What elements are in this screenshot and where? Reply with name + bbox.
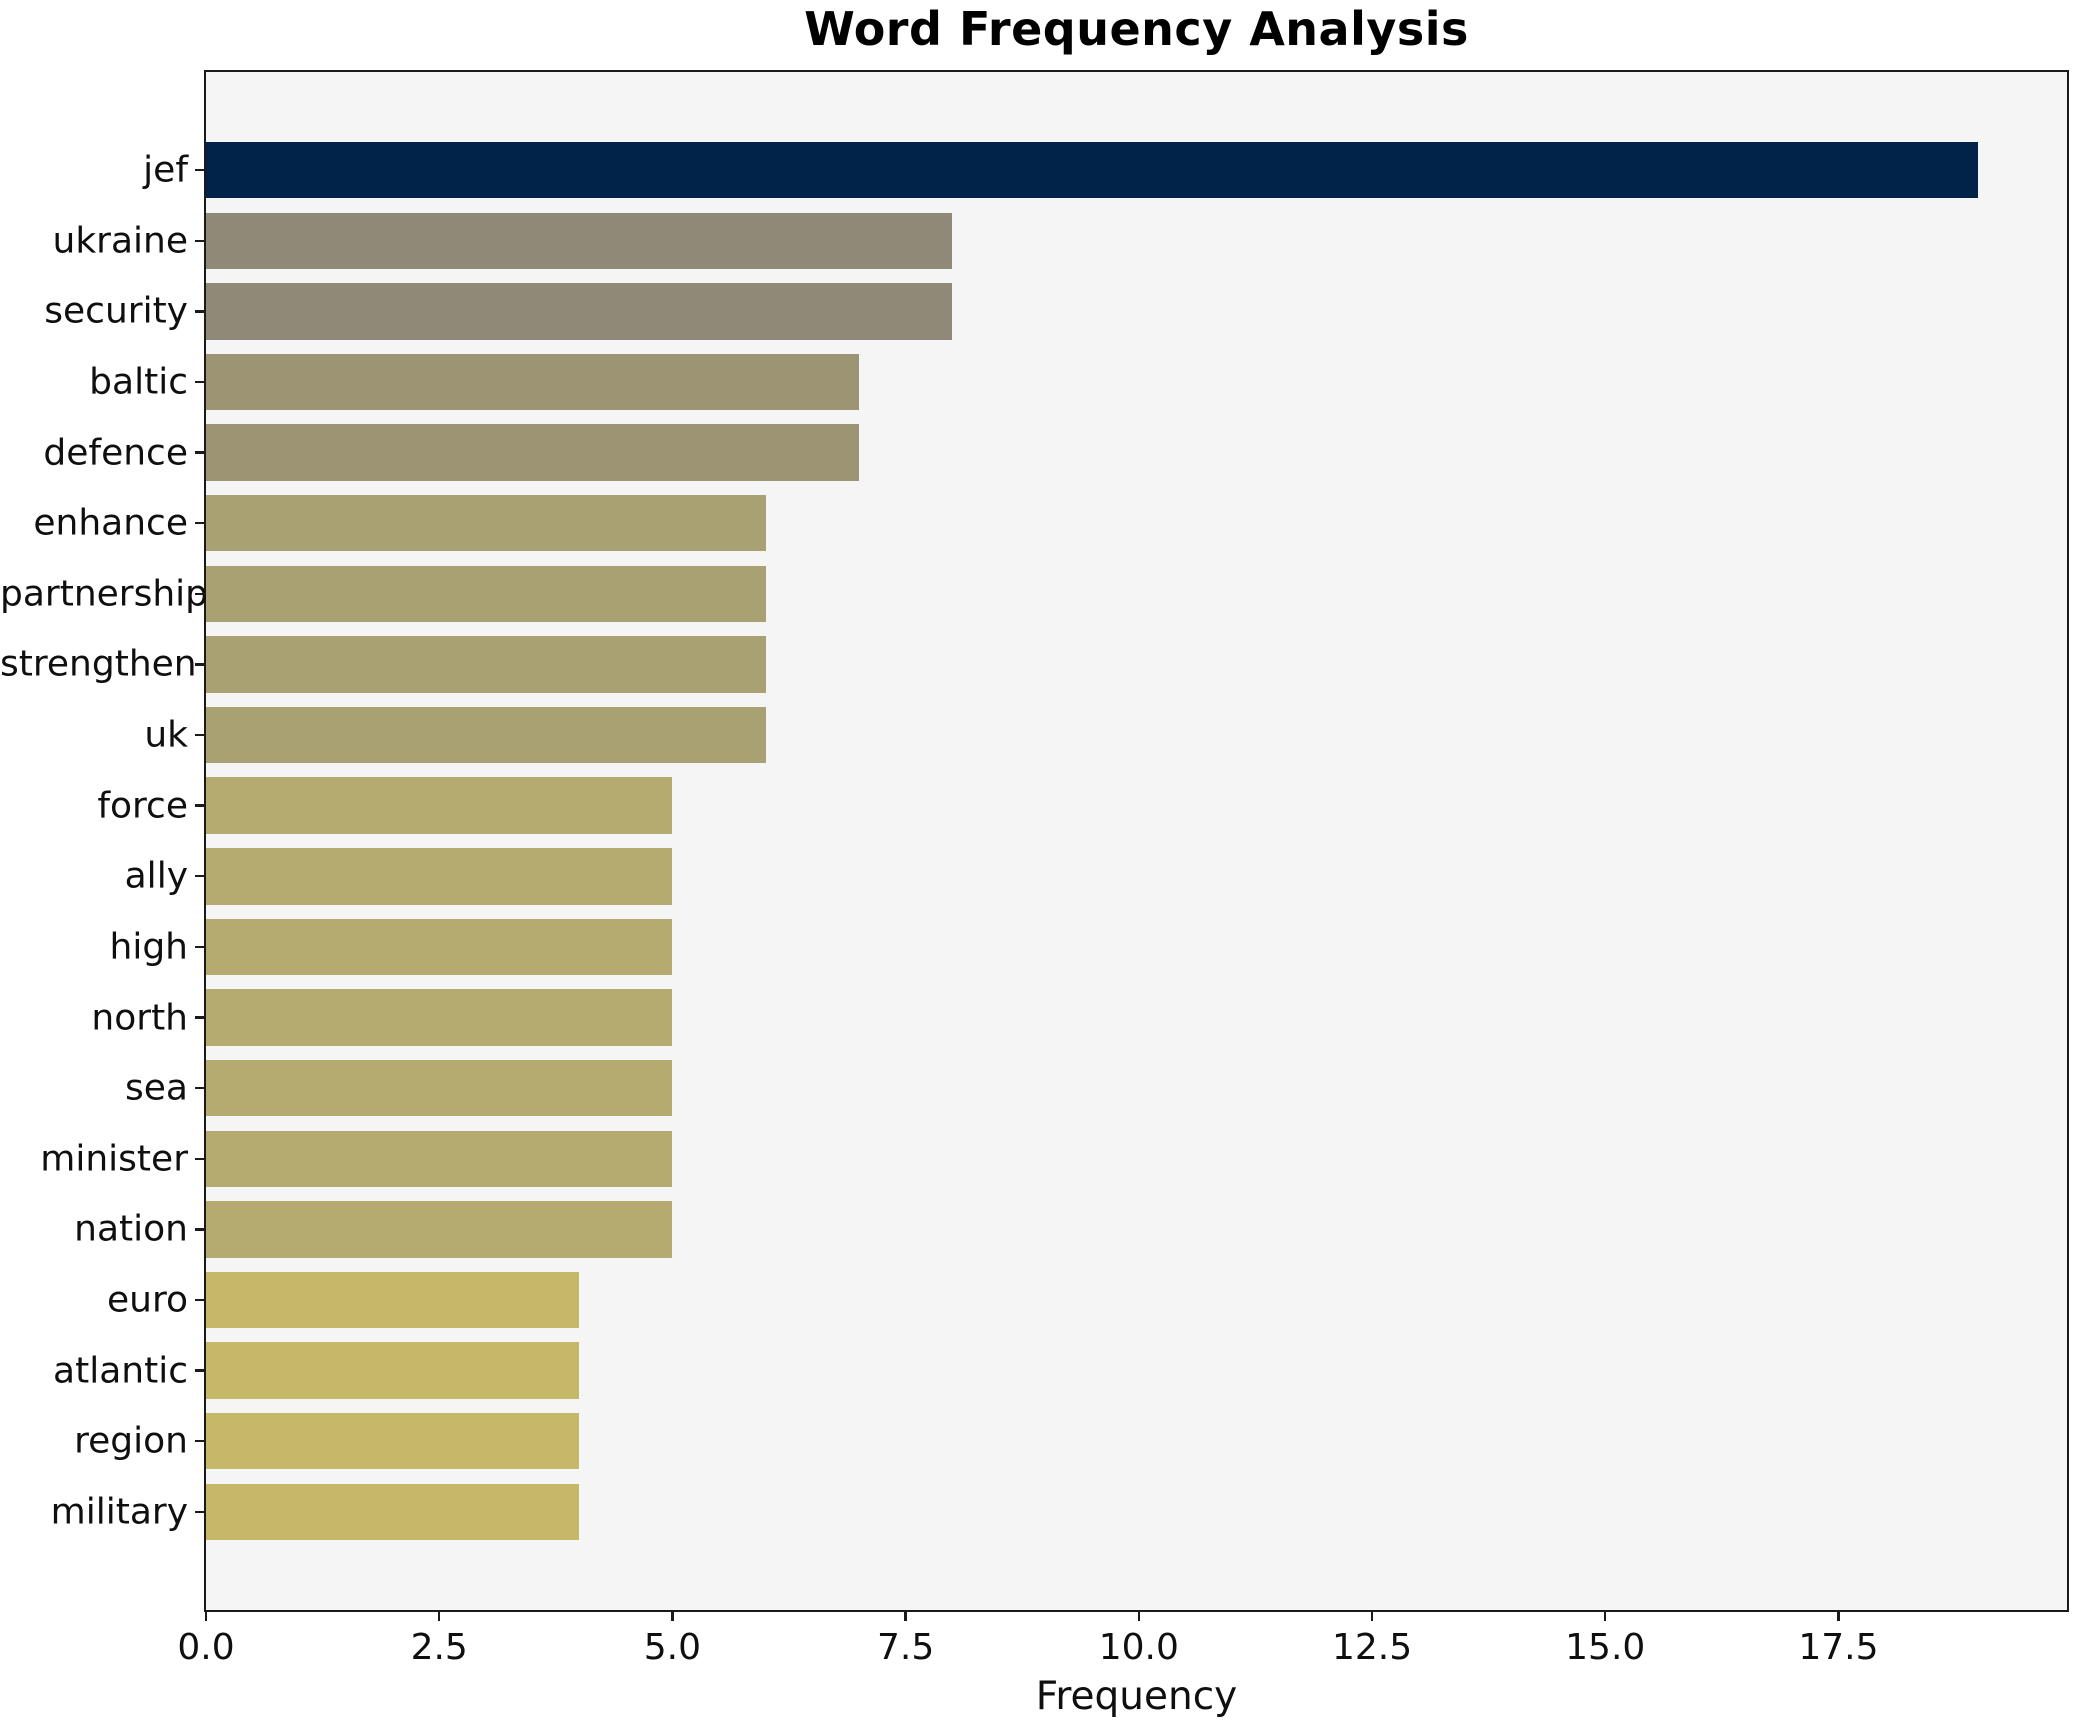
x-tick-mark xyxy=(671,1610,674,1621)
y-tick-label-ukraine: ukraine xyxy=(52,220,189,262)
y-tick-label-nation: nation xyxy=(74,1208,188,1250)
plot-area xyxy=(206,72,2067,1610)
bar-enhance xyxy=(206,494,766,552)
y-tick-label-defence: defence xyxy=(43,432,188,474)
x-tick-label-2.5: 2.5 xyxy=(410,1627,468,1668)
bar-region xyxy=(206,1412,580,1470)
y-tick-label-partnership: partnership xyxy=(0,573,209,615)
y-tick-label-security: security xyxy=(44,290,188,332)
y-tick-label-atlantic: atlantic xyxy=(53,1350,188,1392)
y-tick-mark xyxy=(195,380,206,384)
bar-defence xyxy=(206,424,859,481)
bar-jef xyxy=(206,141,1979,199)
y-tick-mark xyxy=(195,310,206,313)
y-tick-label-ally: ally xyxy=(124,855,188,897)
y-tick-mark xyxy=(195,451,206,454)
y-tick-label-strengthen: strengthen xyxy=(0,643,197,685)
bar-atlantic xyxy=(206,1342,580,1399)
y-tick-mark xyxy=(195,1440,206,1443)
x-tick-mark xyxy=(1837,1610,1840,1621)
bar-minister xyxy=(206,1130,673,1187)
y-tick-mark xyxy=(195,1228,206,1231)
bar-military xyxy=(206,1483,580,1541)
bar-baltic xyxy=(206,353,859,411)
bar-strengthen xyxy=(206,636,766,693)
bar-partnership xyxy=(206,565,766,623)
x-tick-label-10.0: 10.0 xyxy=(1098,1627,1179,1668)
x-tick-mark xyxy=(1604,1610,1607,1621)
x-tick-label-12.5: 12.5 xyxy=(1331,1627,1413,1668)
bar-security xyxy=(206,283,953,340)
bar-high xyxy=(206,918,673,976)
y-tick-mark xyxy=(195,733,206,737)
x-tick-mark xyxy=(1370,1610,1374,1621)
y-tick-label-force: force xyxy=(97,785,188,827)
bar-euro xyxy=(206,1271,580,1329)
bar-nation xyxy=(206,1201,673,1258)
y-tick-mark xyxy=(195,804,206,807)
y-tick-label-minister: minister xyxy=(40,1138,188,1180)
y-tick-label-sea: sea xyxy=(125,1067,188,1109)
y-tick-mark xyxy=(195,663,206,666)
x-tick-mark xyxy=(438,1610,441,1621)
x-tick-label-5.0: 5.0 xyxy=(643,1627,702,1668)
bar-force xyxy=(206,777,673,834)
y-tick-label-high: high xyxy=(109,926,189,968)
x-tick-label-17.5: 17.5 xyxy=(1798,1627,1879,1668)
y-tick-mark xyxy=(195,945,206,949)
y-tick-mark xyxy=(195,522,206,525)
bar-uk xyxy=(206,706,766,764)
y-tick-mark xyxy=(195,168,206,172)
y-tick-mark xyxy=(195,875,206,878)
y-tick-label-euro: euro xyxy=(107,1279,188,1321)
x-tick-label-15.0: 15.0 xyxy=(1565,1627,1646,1668)
y-tick-label-enhance: enhance xyxy=(33,502,188,544)
bar-north xyxy=(206,989,673,1046)
y-tick-mark xyxy=(195,1510,206,1514)
y-tick-mark xyxy=(195,1086,206,1090)
x-tick-mark xyxy=(1137,1610,1141,1621)
x-tick-label-0.0: 0.0 xyxy=(177,1627,235,1668)
y-tick-mark xyxy=(195,1298,206,1302)
y-tick-label-region: region xyxy=(74,1420,188,1462)
x-tick-mark xyxy=(904,1610,907,1621)
bar-ukraine xyxy=(206,212,953,269)
y-tick-mark xyxy=(195,1016,206,1019)
bar-sea xyxy=(206,1059,673,1117)
y-tick-mark xyxy=(195,1157,206,1160)
x-axis-label: Frequency xyxy=(1035,1674,1238,1719)
bar-ally xyxy=(206,848,673,905)
y-tick-mark xyxy=(195,239,206,242)
y-tick-label-uk: uk xyxy=(144,714,188,756)
x-tick-mark xyxy=(204,1610,208,1621)
y-tick-label-baltic: baltic xyxy=(89,361,188,403)
chart-title: Word Frequency Analysis xyxy=(804,2,1469,56)
y-tick-label-north: north xyxy=(91,997,188,1039)
y-tick-label-jef: jef xyxy=(143,149,188,191)
y-tick-mark xyxy=(195,1369,206,1372)
y-tick-mark xyxy=(195,592,206,596)
x-tick-label-7.5: 7.5 xyxy=(876,1627,935,1668)
y-tick-label-military: military xyxy=(50,1491,188,1533)
